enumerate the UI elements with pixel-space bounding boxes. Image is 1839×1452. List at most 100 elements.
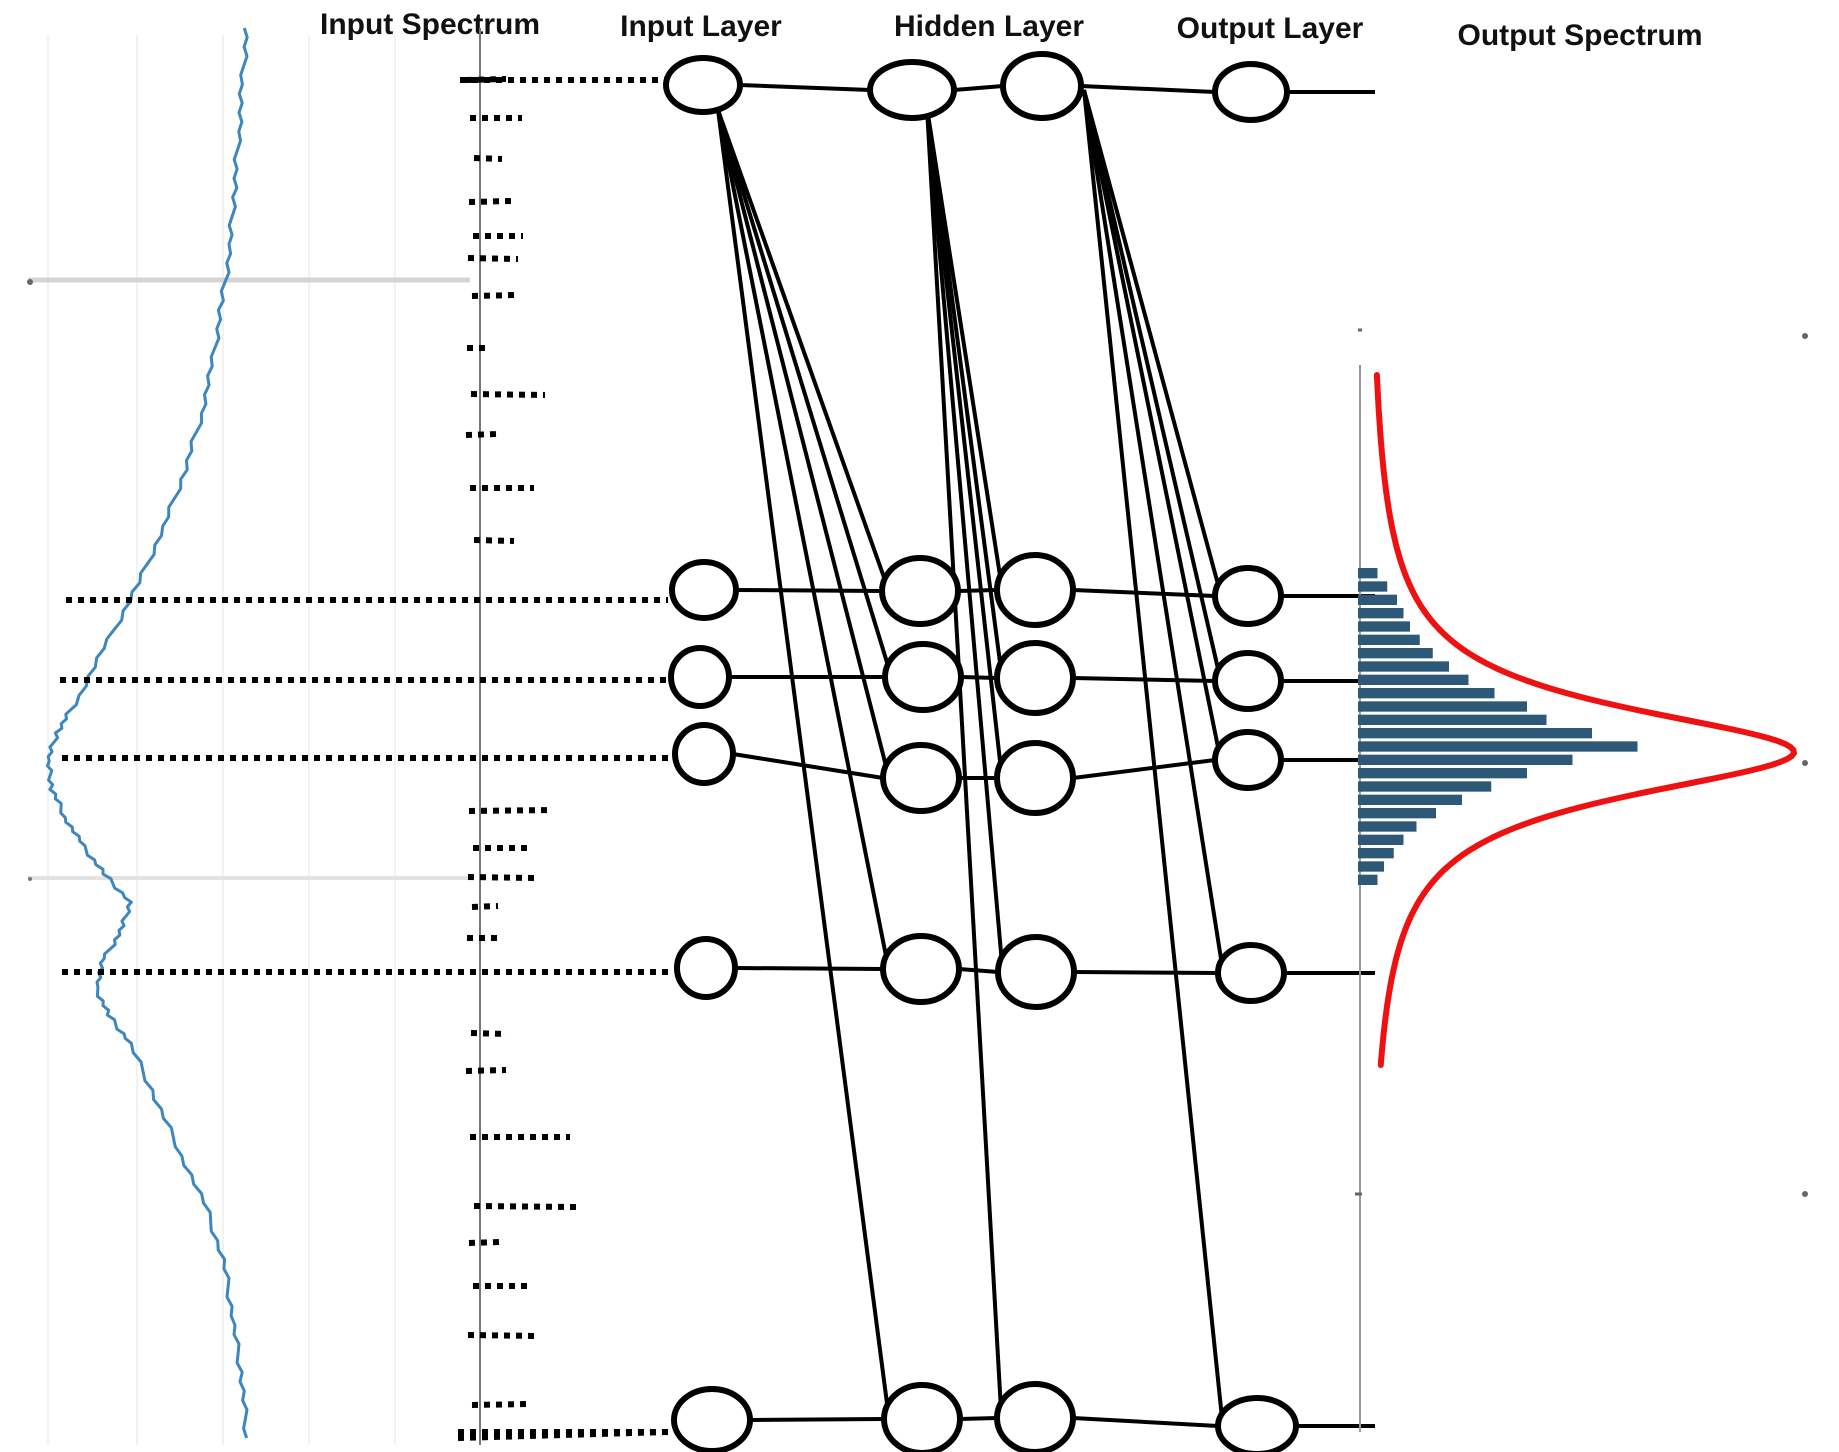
input-axis-marker — [28, 877, 32, 881]
sampling-tick — [471, 1401, 529, 1408]
sampling-tick — [470, 1030, 508, 1037]
histogram-bar — [1358, 701, 1527, 712]
sampling-tick — [471, 292, 517, 299]
histogram-bar — [1358, 861, 1384, 872]
sampling-tick — [473, 155, 503, 162]
sampling-tick — [465, 431, 499, 438]
sampling-tick — [467, 255, 519, 262]
output-node — [1215, 1395, 1299, 1452]
input-spectrum-panel — [27, 27, 481, 1445]
fan-connection — [716, 109, 891, 670]
sampling-tick — [473, 1203, 577, 1210]
output-spectrum-panel — [1355, 328, 1808, 1432]
histogram-bar — [1358, 634, 1420, 645]
output-node — [1212, 565, 1284, 627]
hid2-node — [994, 640, 1076, 716]
histogram-bar — [1358, 834, 1404, 845]
histogram-bar — [1358, 848, 1394, 859]
sampling-tick — [471, 903, 499, 910]
histogram-bar — [1358, 568, 1378, 579]
histogram-bar — [1358, 728, 1592, 739]
row-connection — [732, 752, 884, 780]
output-histogram — [1358, 568, 1638, 885]
output-node — [1212, 61, 1290, 123]
histogram-bar — [1358, 581, 1388, 592]
sampling-tick — [470, 391, 546, 398]
fan-connection — [1082, 89, 1221, 753]
output-corner-marker — [1802, 333, 1808, 339]
input-spectrum-title: Input Spectrum — [320, 8, 540, 41]
sampling-tick — [468, 1239, 500, 1246]
histogram-bar — [1358, 594, 1397, 605]
row-connection — [1072, 1416, 1219, 1428]
hid2-node — [994, 740, 1076, 816]
row-connection — [958, 967, 999, 974]
input-node — [672, 722, 736, 786]
row-connection — [749, 1417, 885, 1422]
fan-connection — [1082, 89, 1221, 589]
histogram-bar — [1358, 688, 1495, 699]
histogram-bar — [1358, 768, 1527, 779]
fan-connection — [925, 107, 1004, 965]
fan-connection — [716, 109, 889, 771]
sampling-tick — [468, 198, 512, 205]
hid2-node — [995, 934, 1077, 1010]
output-corner-marker — [1802, 760, 1808, 766]
input-node — [674, 936, 738, 1000]
histogram-bar — [1358, 714, 1547, 725]
fan-connection — [716, 109, 890, 1412]
hidden-layer-title: Hidden Layer — [894, 10, 1084, 43]
histogram-bar — [1358, 874, 1378, 885]
input-node — [668, 645, 732, 709]
network-connections — [716, 83, 1375, 1428]
fan-connection — [1082, 89, 1224, 1419]
fan-connection — [1082, 89, 1224, 966]
output-fit-curve — [1373, 372, 1798, 1068]
input-sampling-dots — [60, 76, 669, 1441]
hid1-node — [867, 59, 957, 121]
network-nodes — [663, 51, 1299, 1452]
fan-connection — [1082, 89, 1221, 674]
dotted-connector — [457, 1429, 669, 1441]
row-connection — [1072, 588, 1216, 598]
input-gridlines — [47, 35, 396, 1445]
histogram-bar — [1358, 794, 1462, 805]
output-corner-marker — [1802, 1191, 1808, 1197]
row-connection — [1080, 84, 1216, 94]
row-connection — [1073, 970, 1219, 975]
histogram-bar — [1358, 808, 1436, 819]
hid1-node — [880, 742, 962, 814]
hid1-node — [880, 933, 962, 1005]
sampling-tick — [465, 1067, 507, 1074]
row-connection — [953, 84, 1004, 92]
hid1-node — [879, 555, 961, 627]
fan-connection — [716, 109, 888, 584]
input-axis-marker — [27, 279, 33, 285]
hid1-node — [881, 1382, 963, 1452]
input-spectrum-curve — [46, 27, 249, 1439]
fan-connection — [925, 107, 1003, 1411]
fan-connection — [925, 107, 1003, 771]
hid2-node — [994, 1381, 1076, 1452]
histogram-bar — [1358, 754, 1573, 765]
histogram-bar — [1358, 741, 1638, 752]
input-layer-title: Input Layer — [620, 10, 782, 43]
histogram-bar — [1358, 781, 1492, 792]
histogram-bar — [1358, 621, 1410, 632]
input-node — [663, 55, 743, 115]
row-connection — [735, 588, 883, 593]
output-spectrum-title: Output Spectrum — [1458, 19, 1703, 52]
histogram-bar — [1358, 648, 1433, 659]
hid2-node — [994, 552, 1076, 628]
row-connection — [739, 83, 871, 92]
row-connection — [734, 966, 884, 971]
histogram-bar — [1358, 661, 1449, 672]
input-node — [669, 559, 739, 621]
histogram-bar — [1358, 608, 1404, 619]
fan-connection — [716, 109, 889, 962]
output-layer-title: Output Layer — [1177, 12, 1364, 45]
histogram-bar — [1358, 821, 1417, 832]
output-node — [1212, 729, 1284, 791]
sampling-tick — [468, 807, 554, 814]
